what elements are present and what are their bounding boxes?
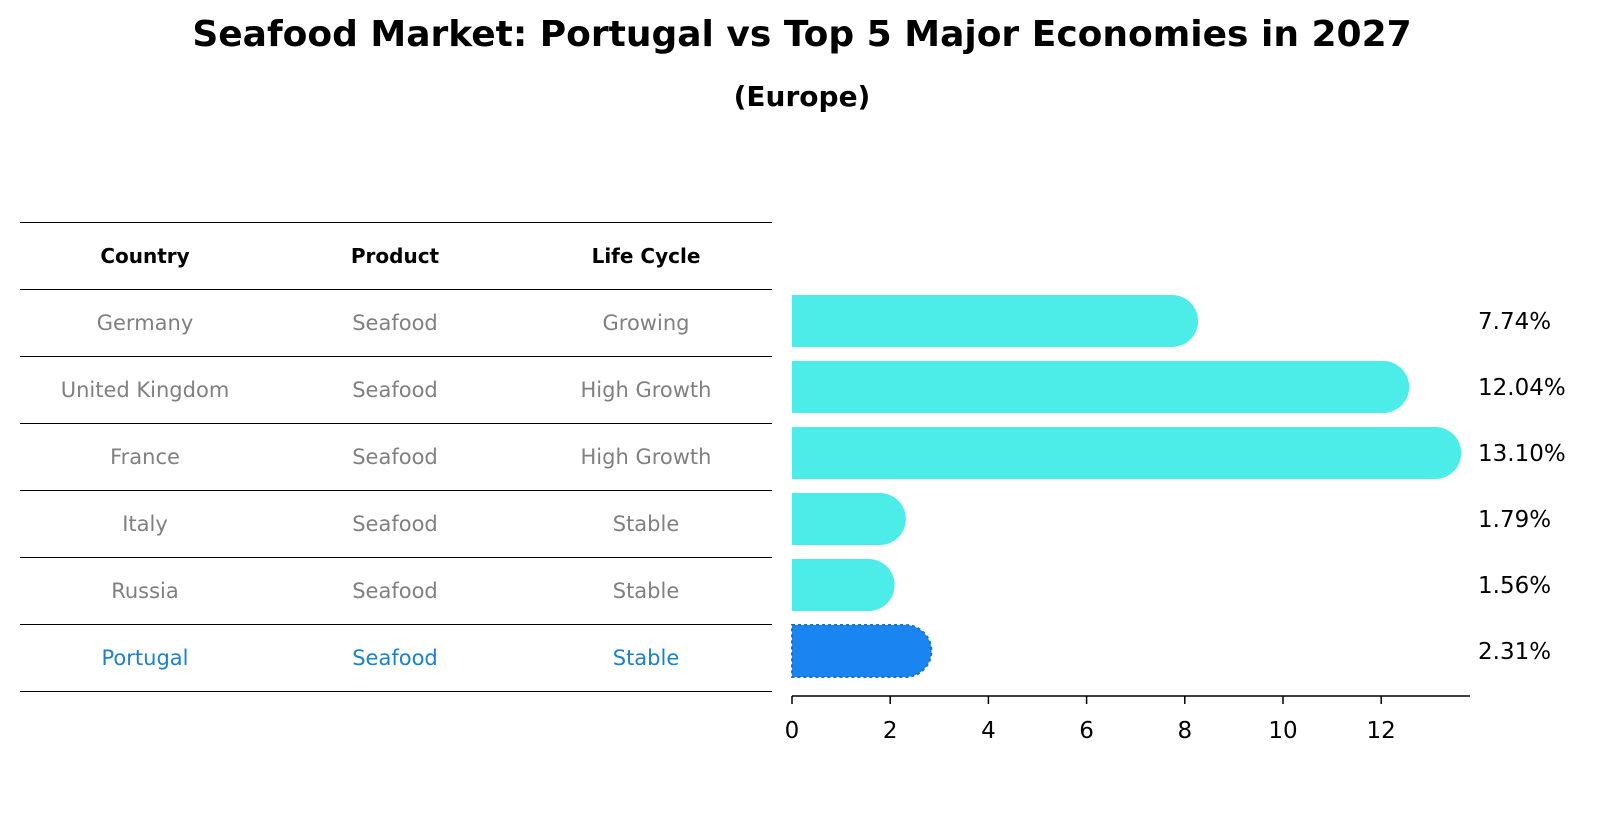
life-cycle-cell: High Growth (580, 378, 712, 402)
life-cycle-cell: Stable (612, 579, 680, 603)
product-cell: Seafood (352, 378, 438, 402)
bar-france (792, 427, 1462, 479)
product-cell: Seafood (352, 445, 438, 469)
table-row: France Seafood High Growth (20, 423, 772, 490)
country-cell: Germany (96, 311, 194, 335)
header-life-cycle: Life Cycle (591, 244, 701, 268)
value-label: 12.04% (1478, 375, 1566, 401)
country-cell: France (110, 445, 180, 469)
x-tick-label: 10 (1268, 718, 1297, 744)
country-table: Country Product Life Cycle Germany Seafo… (20, 222, 772, 692)
bar-portugal (791, 624, 933, 678)
table-row-highlight: Portugal Seafood Stable (20, 624, 772, 692)
chart-subtitle: (Europe) (733, 80, 871, 113)
product-cell: Seafood (352, 579, 438, 603)
country-cell: Russia (111, 579, 179, 603)
product-cell: Seafood (352, 646, 438, 670)
table-row: Russia Seafood Stable (20, 557, 772, 624)
value-label: 1.79% (1478, 507, 1551, 533)
country-cell: United Kingdom (60, 378, 230, 402)
header-country: Country (100, 244, 190, 268)
table-header-row: Country Product Life Cycle (20, 222, 772, 289)
bar-united-kingdom (792, 361, 1410, 413)
x-tick-label: 2 (883, 718, 898, 744)
bar-italy (792, 493, 906, 545)
table-row: Germany Seafood Growing (20, 289, 772, 356)
table-row: Italy Seafood Stable (20, 490, 772, 557)
country-cell: Portugal (101, 646, 189, 670)
bar-russia (792, 559, 895, 611)
product-cell: Seafood (352, 311, 438, 335)
x-tick-label: 4 (981, 718, 996, 744)
bar-germany (792, 295, 1199, 347)
x-tick-label: 6 (1079, 718, 1094, 744)
product-cell: Seafood (352, 512, 438, 536)
x-tick-label: 0 (785, 718, 800, 744)
value-label: 7.74% (1478, 309, 1551, 335)
life-cycle-cell: Growing (602, 311, 690, 335)
value-label: 13.10% (1478, 441, 1566, 467)
value-label: 2.31% (1478, 639, 1551, 665)
life-cycle-cell: Stable (612, 646, 680, 670)
life-cycle-cell: Stable (612, 512, 680, 536)
chart-title: Seafood Market: Portugal vs Top 5 Major … (192, 14, 1412, 55)
table-row: United Kingdom Seafood High Growth (20, 356, 772, 423)
value-label: 1.56% (1478, 573, 1551, 599)
country-cell: Italy (122, 512, 168, 536)
header-product: Product (350, 244, 440, 268)
life-cycle-cell: High Growth (580, 445, 712, 469)
x-tick-label: 8 (1177, 718, 1192, 744)
x-tick-label: 12 (1367, 718, 1396, 744)
